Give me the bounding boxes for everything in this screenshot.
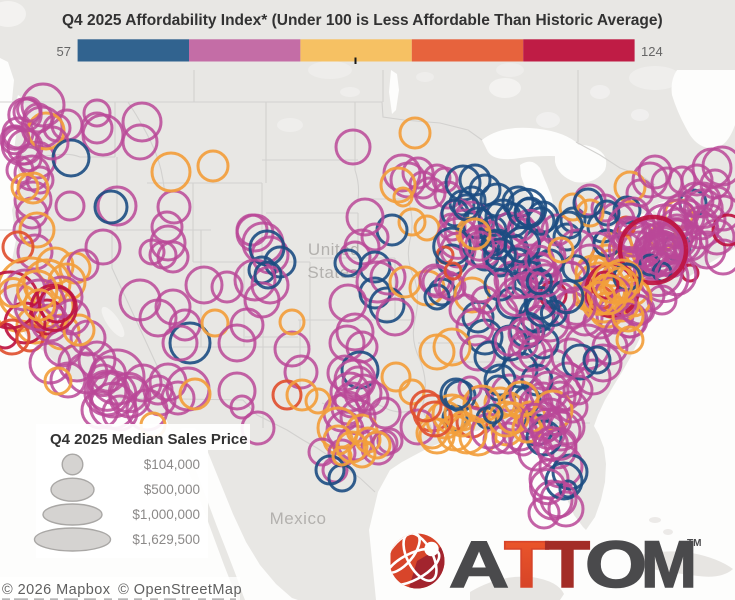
svg-text:T: T [545,527,590,600]
svg-text:$500,000: $500,000 [144,482,200,497]
svg-text:Q4 2025 Median Sales Price: Q4 2025 Median Sales Price [50,431,248,448]
svg-text:Q4 2025 Affordability Index* (: Q4 2025 Affordability Index* (Under 100 … [62,12,663,29]
svg-text:$104,000: $104,000 [144,457,200,472]
svg-text:A: A [449,527,509,600]
svg-text:O: O [585,527,647,600]
svg-text:T: T [504,527,549,600]
svg-text:57: 57 [57,44,71,59]
svg-text:M: M [641,527,697,600]
svg-text:$1,000,000: $1,000,000 [132,507,200,522]
svg-text:TM: TM [687,538,701,549]
svg-text:$1,629,500: $1,629,500 [132,532,200,547]
svg-text:124: 124 [641,44,663,59]
svg-text:Mexico: Mexico [270,509,327,528]
svg-text:© 2026 Mapbox © OpenStreetMap: © 2026 Mapbox © OpenStreetMap [2,582,242,598]
